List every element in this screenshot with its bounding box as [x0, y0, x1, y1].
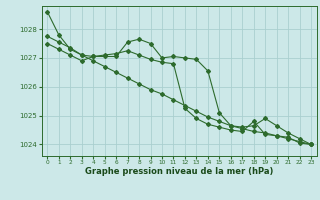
X-axis label: Graphe pression niveau de la mer (hPa): Graphe pression niveau de la mer (hPa)	[85, 167, 273, 176]
